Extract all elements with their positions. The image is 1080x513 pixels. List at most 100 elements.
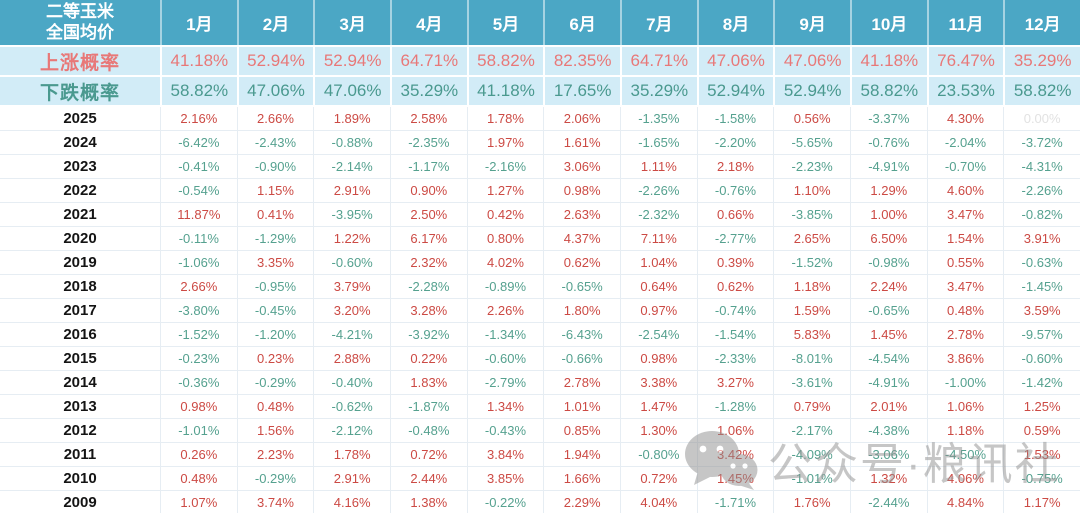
rise-probability-label: 上涨概率 <box>39 52 120 74</box>
year-label: 2011 <box>63 446 97 463</box>
change-value: 0.72% <box>619 467 697 490</box>
table-row-2011: 2011 0.26% 2.23% 1.78% 0.72% 3.84% 1.94% -0.80%… <box>0 443 1080 467</box>
year-label: 2010 <box>63 470 97 487</box>
change-value: -0.41% <box>160 155 237 178</box>
change-value: -2.79% <box>466 371 544 394</box>
probability-rows: 上涨概率 41.18% 52.94% 52.94% 64.71% 58.82% 82.35%… <box>0 47 1080 105</box>
change-value: 1.59% <box>773 299 850 322</box>
change-value: 0.22% <box>389 347 467 370</box>
change-value: 6.50% <box>849 227 927 250</box>
table-row-2020: 2020 -0.11% -1.29% 1.22% 6.17% 0.80% 4.37% 7.11… <box>0 227 1080 251</box>
fall-probability-value: 58.82% <box>160 77 237 105</box>
change-value: 1.34% <box>466 395 544 418</box>
month-header-8: 8月 <box>696 0 774 45</box>
table-row-2025: 2025 2.16% 2.66% 1.89% 2.58% 1.78% 2.06% -1.35%… <box>0 107 1080 131</box>
change-value: 3.27% <box>696 371 774 394</box>
change-value: -1.65% <box>619 131 697 154</box>
change-value: 4.30% <box>926 107 1004 130</box>
year-label: 2015 <box>63 350 97 367</box>
change-value: 1.18% <box>926 419 1004 442</box>
change-value: -2.23% <box>773 155 850 178</box>
change-value: 1.29% <box>849 179 927 202</box>
change-value: -0.90% <box>236 155 314 178</box>
table-title-line-1: 二等玉米 <box>46 1 114 21</box>
fall-probability-value: 47.06% <box>236 77 314 105</box>
change-value: 1.27% <box>466 179 544 202</box>
change-value: -1.01% <box>160 419 237 442</box>
change-value: -2.04% <box>926 131 1004 154</box>
change-value: 6.17% <box>389 227 467 250</box>
change-value: -3.37% <box>849 107 927 130</box>
change-value: 4.84% <box>926 491 1004 513</box>
year-label: 2013 <box>63 398 97 415</box>
fall-probability-value: 17.65% <box>543 77 620 105</box>
change-value: -1.52% <box>160 323 237 346</box>
change-value: 2.78% <box>926 323 1004 346</box>
change-value: 3.79% <box>313 275 390 298</box>
fall-probability-label: 下跌概率 <box>39 82 120 104</box>
change-value: 0.85% <box>543 419 620 442</box>
change-value: 2.06% <box>543 107 620 130</box>
change-value: 1.89% <box>313 107 390 130</box>
change-value: 3.85% <box>466 467 544 490</box>
year-label: 2021 <box>63 206 97 223</box>
change-value: 1.38% <box>389 491 467 513</box>
change-value: 1.17% <box>1003 491 1080 513</box>
rise-probability-value: 47.06% <box>696 47 774 75</box>
change-value: -0.76% <box>849 131 927 154</box>
change-value: 1.78% <box>466 107 544 130</box>
change-value: -0.11% <box>160 227 237 250</box>
change-value: -1.28% <box>696 395 774 418</box>
change-value: 2.16% <box>160 107 237 130</box>
change-value: 3.84% <box>466 443 544 466</box>
table-title-line-2: 全国均价 <box>46 22 114 42</box>
change-value: -1.58% <box>696 107 774 130</box>
change-value: 1.25% <box>1003 395 1080 418</box>
change-value: 3.28% <box>389 299 467 322</box>
change-value: -0.65% <box>543 275 620 298</box>
change-value: -0.74% <box>696 299 774 322</box>
change-value: -4.91% <box>849 155 927 178</box>
change-value: 1.83% <box>389 371 467 394</box>
rise-probability-row: 上涨概率 41.18% 52.94% 52.94% 64.71% 58.82% 82.35%… <box>0 47 1080 75</box>
fall-probability-value: 23.53% <box>926 77 1004 105</box>
fall-probability-value: 52.94% <box>773 77 850 105</box>
table-row-2017: 2017 -3.80% -0.45% 3.20% 3.28% 2.26% 1.80% 0.97… <box>0 299 1080 323</box>
change-value: -3.72% <box>1003 131 1080 154</box>
change-value: 2.18% <box>696 155 774 178</box>
rise-probability-value: 82.35% <box>543 47 620 75</box>
change-value: 4.60% <box>926 179 1004 202</box>
change-value: 0.66% <box>696 203 774 226</box>
change-value: 1.61% <box>543 131 620 154</box>
change-value: 0.42% <box>466 203 544 226</box>
change-value: 0.98% <box>160 395 237 418</box>
table-title: 二等玉米 全国均价 <box>0 0 160 45</box>
change-value: -1.29% <box>236 227 314 250</box>
change-value: 1.18% <box>773 275 850 298</box>
change-value: 2.44% <box>389 467 467 490</box>
year-label: 2020 <box>63 230 97 247</box>
change-value: -0.65% <box>849 299 927 322</box>
change-value: -0.43% <box>466 419 544 442</box>
month-header-12: 12月 <box>1003 0 1080 45</box>
table-row-2024: 2024 -6.42% -2.43% -0.88% -2.35% 1.97% 1.61% -1… <box>0 131 1080 155</box>
change-value: 7.11% <box>619 227 697 250</box>
change-value: 4.06% <box>926 467 1004 490</box>
month-header-7: 7月 <box>619 0 697 45</box>
change-value: -1.87% <box>389 395 467 418</box>
change-value: -2.35% <box>389 131 467 154</box>
change-value: 0.48% <box>160 467 237 490</box>
change-value: 1.45% <box>849 323 927 346</box>
change-value: 0.56% <box>773 107 850 130</box>
change-value: -0.89% <box>466 275 544 298</box>
change-value: 1.56% <box>236 419 314 442</box>
change-value: 1.54% <box>926 227 1004 250</box>
change-value: 3.35% <box>236 251 314 274</box>
change-value: 2.58% <box>389 107 467 130</box>
change-value: 3.38% <box>619 371 697 394</box>
change-value: -3.80% <box>160 299 237 322</box>
change-value: 1.80% <box>543 299 620 322</box>
change-value: -3.85% <box>773 203 850 226</box>
change-value: -1.71% <box>696 491 774 513</box>
change-value: -0.88% <box>313 131 390 154</box>
